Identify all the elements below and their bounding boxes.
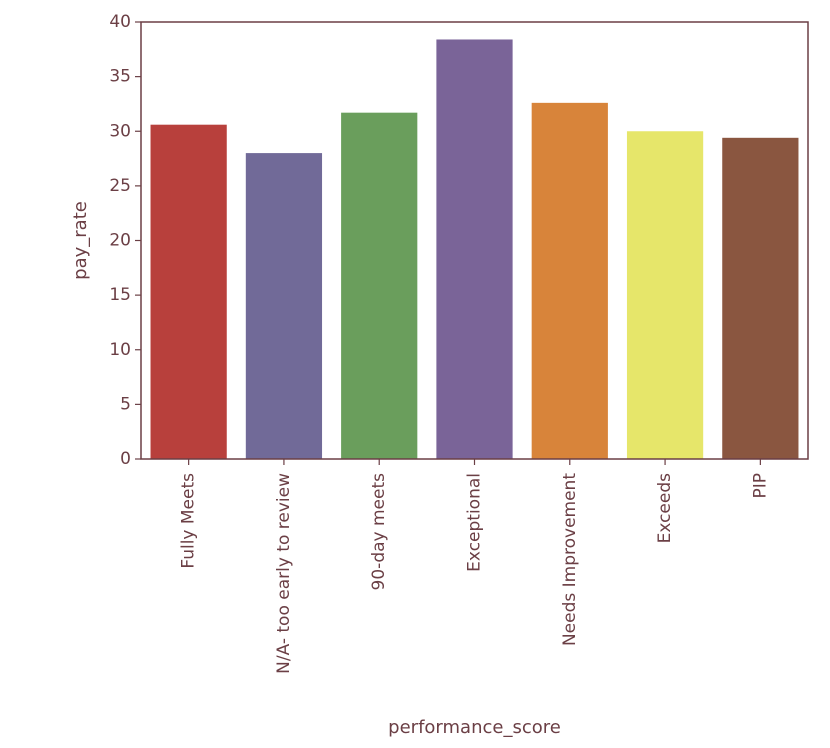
bars-group xyxy=(150,39,799,460)
x-tick-label: Needs Improvement xyxy=(560,473,580,646)
y-tick-label: 20 xyxy=(109,231,131,251)
y-tick-label: 0 xyxy=(120,449,131,469)
x-tick-label: PIP xyxy=(750,473,770,499)
x-tick-label: Exceeds xyxy=(655,473,675,544)
x-axis: Fully Meets N/A- too early to review 90-da… xyxy=(179,459,770,674)
bar-5 xyxy=(626,131,704,459)
x-tick-label: Exceptional xyxy=(465,473,485,572)
y-tick-label: 15 xyxy=(109,285,131,305)
y-tick-label: 5 xyxy=(120,394,131,414)
x-tick-label: 90-day meets xyxy=(369,473,389,591)
bar-0 xyxy=(150,124,227,459)
bar-3 xyxy=(436,39,513,459)
y-tick-label: 35 xyxy=(109,67,131,87)
bar-1 xyxy=(245,153,323,459)
bar-2 xyxy=(341,112,418,460)
y-tick-label: 25 xyxy=(109,176,131,196)
y-tick-label: 10 xyxy=(109,340,131,360)
x-tick-label: Fully Meets xyxy=(179,473,199,569)
y-axis: 0 5 10 15 20 25 30 35 40 xyxy=(109,12,141,469)
x-tick-label: N/A- too early to review xyxy=(274,473,294,674)
y-tick-label: 40 xyxy=(109,12,131,32)
x-axis-title: performance_score xyxy=(388,717,561,738)
y-tick-label: 30 xyxy=(109,121,131,141)
bar-6 xyxy=(722,137,799,459)
bar-4 xyxy=(531,102,608,459)
y-axis-title: pay_rate xyxy=(70,201,91,280)
